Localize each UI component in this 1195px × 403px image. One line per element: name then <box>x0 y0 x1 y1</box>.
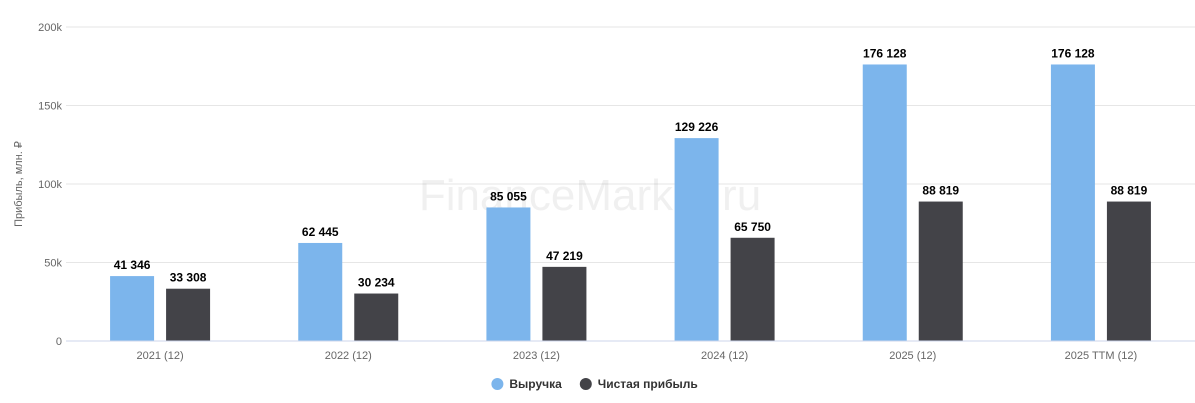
x-tick-label: 2023 (12) <box>513 350 560 362</box>
data-label: 176 128 <box>1051 46 1095 60</box>
y-axis-ticks: 0 50k 100k 150k 200k <box>38 22 62 348</box>
data-labels: 41 346 33 308 62 445 30 234 85 055 47 219 129 … <box>114 46 1148 289</box>
x-tick-label: 2021 (12) <box>137 350 184 362</box>
data-label: 62 445 <box>302 225 339 239</box>
legend-marker <box>491 378 504 390</box>
bar <box>918 201 963 341</box>
y-tick-label: 200k <box>38 22 62 34</box>
data-label: 176 128 <box>863 46 907 60</box>
bar <box>1106 201 1151 341</box>
data-label: 88 819 <box>922 184 959 198</box>
bar <box>862 64 907 342</box>
y-axis-label: Прибыль, млн. ₽ <box>13 141 25 227</box>
legend-label: Чистая прибыль <box>598 377 698 391</box>
bar <box>486 207 531 341</box>
y-tick-label: 0 <box>56 336 62 348</box>
legend-label: Выручка <box>509 377 562 391</box>
x-tick-label: 2025 (12) <box>889 350 936 362</box>
legend-marker <box>579 378 592 390</box>
x-axis-ticks: 2021 (12) 2022 (12) 2023 (12) 2024 (12) 2025… <box>137 350 1138 362</box>
y-tick-label: 100k <box>38 179 62 191</box>
bars <box>110 64 1151 342</box>
data-label: 65 750 <box>734 220 771 234</box>
data-label: 41 346 <box>114 258 151 272</box>
data-label: 33 308 <box>170 271 207 285</box>
bar <box>730 237 775 341</box>
data-label: 85 055 <box>490 189 527 203</box>
data-label: 47 219 <box>546 249 583 263</box>
legend-item[interactable]: Выручка <box>491 377 562 391</box>
x-tick-label: 2024 (12) <box>701 350 748 362</box>
bar <box>166 288 211 341</box>
bar <box>298 242 343 341</box>
data-label: 30 234 <box>358 276 395 290</box>
data-label: 88 819 <box>1111 184 1148 198</box>
y-tick-label: 150k <box>38 101 62 113</box>
bar <box>110 276 155 341</box>
legend: Выручка Чистая прибыль <box>491 377 698 391</box>
legend-item[interactable]: Чистая прибыль <box>579 377 698 391</box>
x-tick-label: 2025 TTM (12) <box>1065 350 1138 362</box>
x-tick-label: 2022 (12) <box>325 350 372 362</box>
bar <box>674 138 719 341</box>
bar <box>542 266 587 341</box>
data-label: 129 226 <box>675 120 719 134</box>
bar <box>1050 64 1095 342</box>
gridlines <box>66 26 1195 263</box>
y-tick-label: 50k <box>44 258 62 270</box>
bar <box>354 293 399 341</box>
